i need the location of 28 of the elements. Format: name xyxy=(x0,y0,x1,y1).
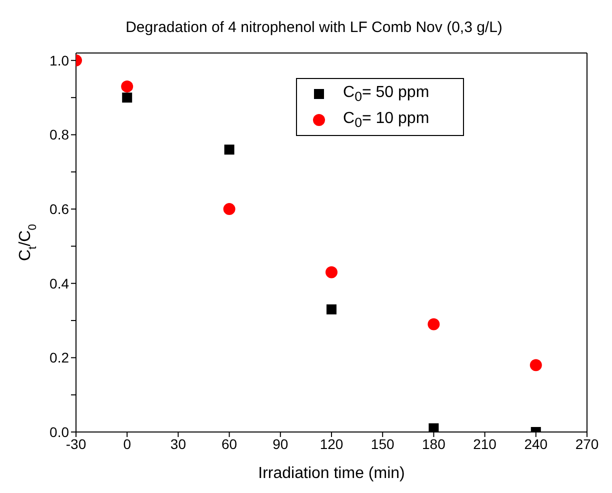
x-tick-label: 30 xyxy=(170,436,186,452)
x-tick-label: 90 xyxy=(272,436,288,452)
point xyxy=(326,304,336,314)
x-tick-label: 120 xyxy=(320,436,344,452)
point xyxy=(121,80,134,92)
point xyxy=(223,203,236,216)
x-tick-label: 240 xyxy=(524,436,548,452)
point xyxy=(428,423,439,432)
x-tick-label: 270 xyxy=(575,436,599,452)
x-tick-label: 60 xyxy=(222,436,238,452)
y-tick-label: 0.6 xyxy=(50,201,70,218)
point xyxy=(530,359,542,372)
y-tick-label: 0.2 xyxy=(50,350,70,366)
x-tick-label: 150 xyxy=(370,436,394,452)
y-tick-label: 0.4 xyxy=(50,275,70,292)
point xyxy=(224,144,234,155)
x-tick-label: 210 xyxy=(473,436,497,452)
legend-label: C$_{0}$= 10 ppm xyxy=(343,110,430,130)
x-axis-title: Irradiation time (min) xyxy=(258,465,405,482)
point xyxy=(122,92,132,103)
legend-label: C$_{0}$= 50 ppm xyxy=(343,84,430,104)
y-tick-label: 1.0 xyxy=(50,52,70,68)
x-tick-label: 180 xyxy=(422,436,446,452)
x-tick-label: 0 xyxy=(123,436,132,452)
point xyxy=(326,266,338,278)
chart-title: Degradation of 4 nitrophenol with LF Comb Nov (0,3 g/L) xyxy=(126,19,502,36)
point xyxy=(428,318,440,330)
y-tick-label: 0.8 xyxy=(50,126,70,143)
